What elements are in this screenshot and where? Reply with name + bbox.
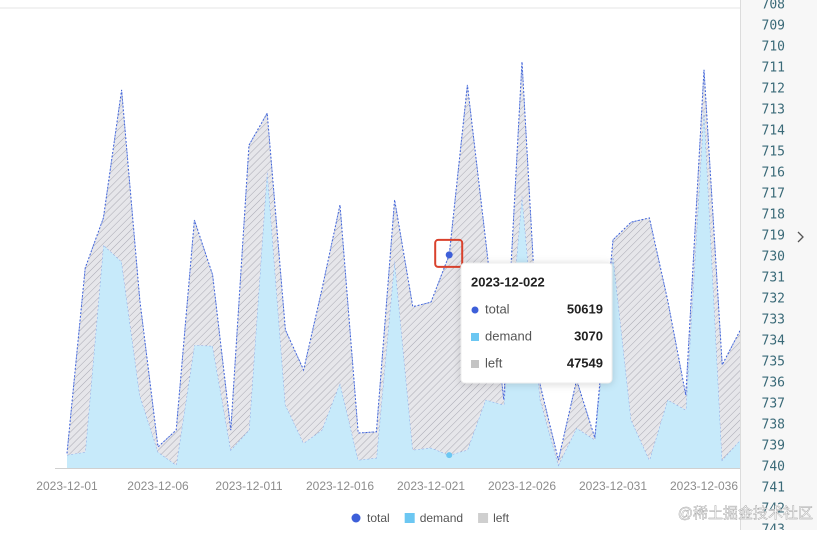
line-number: 711 [762,61,785,76]
tooltip-value: 50619 [567,301,603,316]
line-number: 713 [762,103,785,118]
tooltip-marker [471,333,479,341]
tooltip-marker [471,360,479,368]
focus-point [445,251,453,259]
line-number: 740 [762,460,785,475]
x-tick-label: 2023-12-06 [127,479,189,493]
legend-marker [351,513,361,523]
x-tick-label: 2023-12-031 [579,479,647,493]
line-number: 710 [762,40,785,55]
line-number: 737 [762,397,785,412]
legend-label: demand [420,511,463,525]
line-total [66,61,740,461]
line-numbers: 708 709 710 711 712 713 714 715 716 717 718 719 730 7… [762,0,786,535]
line-number: 733 [762,313,785,328]
line-number: 739 [762,439,785,454]
tooltip-name: demand [485,328,532,343]
focus-point [446,452,453,459]
tooltip-value: 47549 [567,355,603,370]
line-number: 708 [762,0,785,13]
x-tick-label: 2023-12-011 [215,479,282,493]
expand-chevron[interactable] [797,231,804,243]
line-number: 715 [762,145,785,160]
legend-marker [404,513,415,523]
legend-marker [478,513,489,523]
line-number: 718 [762,208,785,223]
focus-highlight [434,238,464,268]
line-number: 736 [762,376,785,391]
line-number: 719 [762,229,785,244]
line-number: 717 [762,187,785,202]
line-number: 716 [762,166,785,181]
line-number: 732 [762,292,785,307]
tooltip-title: 2023-12-022 [471,274,545,289]
editor-gutter [740,0,817,530]
tooltip-marker [471,306,479,314]
tooltip [460,262,613,384]
line-number: 730 [762,250,785,265]
line-number: 738 [762,418,785,433]
line-number: 712 [762,82,785,97]
legend-label: left [493,511,510,525]
area-demand [67,108,740,468]
tooltip-name: total [485,301,510,316]
line-number: 743 [762,523,785,531]
area-edge [66,108,740,467]
x-tick-label: 2023-12-026 [488,479,556,493]
line-number: 714 [762,124,786,139]
line-number: 735 [762,355,785,370]
tooltip-value: 3070 [574,328,603,343]
tooltip-name: left [485,355,503,370]
x-tick-label: 2023-12-021 [397,479,465,493]
legend-label: total [367,511,390,525]
line-number: 709 [762,19,785,34]
line-number: 742 [762,502,785,517]
line-number: 741 [762,481,785,496]
x-tick-label: 2023-12-036 [670,479,738,493]
x-tick-label: 2023-12-016 [306,479,374,493]
plot: 2023-12-01 2023-12-06 2023-12-011 2023-12-0… [36,61,740,493]
overlay: 2023-12-022 total 50619 demand 3070 left 47549… [351,238,613,525]
watermark: @稀土掘金技术社区 [678,505,813,522]
line-number: 734 [762,334,786,349]
line-number: 731 [762,271,785,286]
x-tick-label: 2023-12-01 [36,479,98,493]
